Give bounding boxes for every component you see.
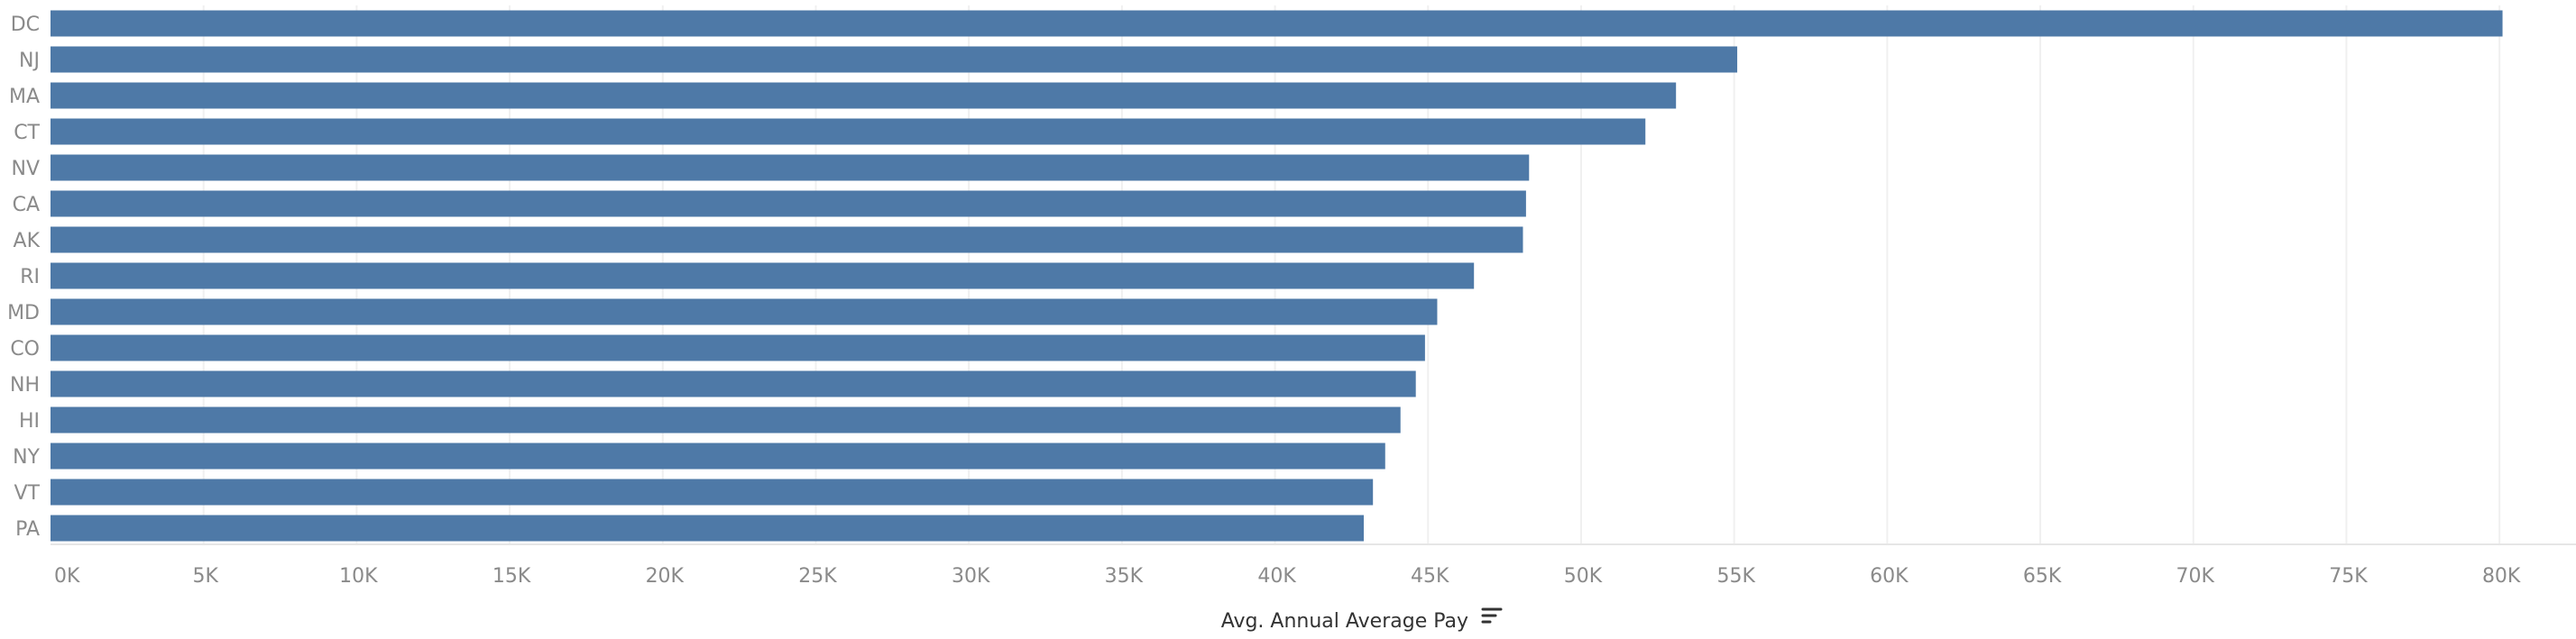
category-label: AK <box>14 230 41 252</box>
category-label: CO <box>10 338 40 361</box>
bar-dc[interactable] <box>51 10 2503 37</box>
x-tick-label: 55K <box>1716 565 1755 588</box>
bar-md[interactable] <box>51 298 1438 325</box>
category-label: CT <box>14 122 40 144</box>
x-tick-label: 25K <box>798 565 837 588</box>
x-tick-label: 65K <box>2023 565 2062 588</box>
bar-ma[interactable] <box>51 82 1677 109</box>
x-tick-label: 5K <box>192 565 218 588</box>
bar-hi[interactable] <box>51 406 1401 434</box>
x-tick-label: 10K <box>339 565 378 588</box>
category-label: NV <box>11 158 40 180</box>
category-label: NY <box>13 446 40 469</box>
x-tick-label: 30K <box>952 565 990 588</box>
x-tick-label: 20K <box>646 565 685 588</box>
category-label: RI <box>20 266 40 288</box>
x-axis-title[interactable]: Avg. Annual Average Pay <box>1221 610 1468 633</box>
bar-ct[interactable] <box>51 118 1646 145</box>
category-label: CA <box>13 194 40 216</box>
x-tick-label: 75K <box>2329 565 2368 588</box>
category-label: NH <box>10 374 40 397</box>
category-label: MD <box>7 302 40 324</box>
bar-vt[interactable] <box>51 479 1374 506</box>
x-tick-label: 35K <box>1105 565 1144 588</box>
bar-ca[interactable] <box>51 190 1526 217</box>
sort-descending-icon[interactable] <box>1481 607 1503 624</box>
x-tick-label: 70K <box>2176 565 2215 588</box>
category-label: VT <box>14 482 41 505</box>
category-label: DC <box>11 14 40 36</box>
category-label: PA <box>15 518 40 541</box>
bar-co[interactable] <box>51 334 1425 361</box>
bar-ak[interactable] <box>51 226 1523 253</box>
x-tick-label: 60K <box>1870 565 1909 588</box>
x-tick-label: 80K <box>2482 565 2521 588</box>
x-tick-label: 50K <box>1564 565 1603 588</box>
x-tick-labels: 0K 5K 10K 15K 20K 25K 30K 35K 40K 45K 50K 55K 60K 65K… <box>54 565 2521 588</box>
x-tick-label: 40K <box>1257 565 1296 588</box>
bar-ri[interactable] <box>51 262 1475 289</box>
bar-ny[interactable] <box>51 443 1385 470</box>
category-label: NJ <box>19 50 40 72</box>
category-labels: DC NJ MA CT NV CA AK RI MD CO NH HI NY VT PA <box>7 14 40 541</box>
bar-nh[interactable] <box>51 370 1416 397</box>
bar-nv[interactable] <box>51 154 1530 181</box>
category-label: HI <box>19 410 40 433</box>
bar-nj[interactable] <box>51 46 1738 73</box>
x-tick-label: 15K <box>492 565 531 588</box>
x-tick-label: 45K <box>1411 565 1449 588</box>
category-label: MA <box>9 86 40 108</box>
x-tick-label: 0K <box>54 565 80 588</box>
bar-pa[interactable] <box>51 515 1364 542</box>
bars <box>51 10 2503 542</box>
